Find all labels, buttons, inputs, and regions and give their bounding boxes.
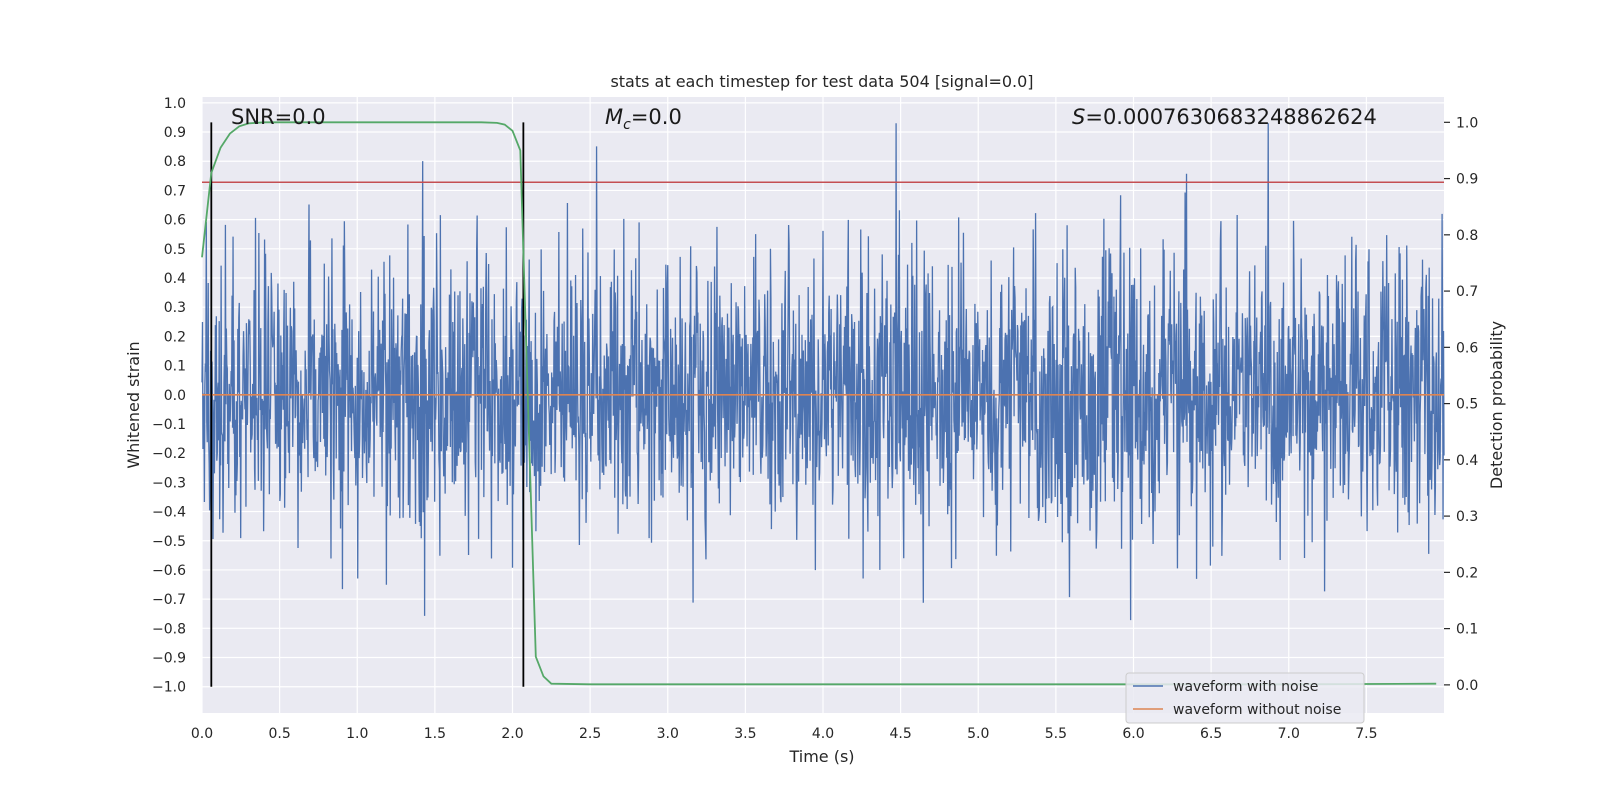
plot-area — [201, 97, 1445, 713]
mc-symbol: M — [605, 105, 623, 129]
x-tick-label: 4.0 — [812, 726, 834, 742]
x-tick-label: 2.0 — [501, 726, 523, 742]
x-tick-label: 5.5 — [1045, 726, 1067, 742]
mc-subscript: c — [623, 117, 631, 133]
s-value: =0.0007630683248862624 — [1085, 105, 1377, 129]
y-tick-label: 0.6 — [164, 213, 186, 229]
x-tick-label: 0.0 — [191, 726, 213, 742]
y-right-tick-label: 0.9 — [1456, 172, 1478, 188]
y-tick-label: −0.3 — [152, 475, 186, 491]
x-tick-label: 7.5 — [1355, 726, 1377, 742]
y-tick-label: 0.9 — [164, 125, 186, 141]
y-right-tick-label: 0.8 — [1456, 228, 1478, 244]
x-tick-label: 6.0 — [1122, 726, 1144, 742]
y-right-axis-label: Detection probability — [1487, 321, 1506, 489]
legend-box — [1125, 672, 1365, 724]
y-axis-ticks: 1.0 0.9 0.8 0.7 0.6 0.5 0.4 0.3 0.2 0.1 0.0 −0.1 −0.… — [152, 96, 186, 696]
x-tick-label: 4.5 — [889, 726, 911, 742]
y-tick-label: 0.0 — [164, 388, 186, 404]
snr-annotation: SNR=0.0 — [231, 105, 326, 129]
x-tick-label: 3.0 — [657, 726, 679, 742]
y-right-tick-label: 1.0 — [1456, 115, 1478, 131]
y-right-tick-label: 0.4 — [1456, 453, 1478, 469]
x-tick-label: 3.5 — [734, 726, 756, 742]
x-tick-label: 2.5 — [579, 726, 601, 742]
y-tick-label: 1.0 — [164, 96, 186, 112]
y-tick-label: −0.7 — [152, 592, 186, 608]
y-tick-label: −0.1 — [152, 417, 186, 433]
legend-label-with-noise: waveform with noise — [1173, 679, 1318, 695]
y-tick-label: 0.3 — [164, 300, 186, 316]
y-tick-label: 0.1 — [164, 359, 186, 375]
y-tick-label: 0.7 — [164, 183, 186, 199]
mc-value: =0.0 — [631, 105, 682, 129]
y-tick-label: −0.4 — [152, 505, 186, 521]
y-tick-label: −1.0 — [152, 680, 186, 696]
y-tick-label: −0.9 — [152, 651, 186, 667]
y-tick-label: 0.5 — [164, 242, 186, 258]
legend-label-without-noise: waveform without noise — [1173, 702, 1341, 718]
marker-lines — [210, 122, 525, 687]
y-right-tick-label: 0.6 — [1456, 340, 1478, 356]
x-tick-label: 0.5 — [268, 726, 290, 742]
series-detection-probability — [201, 121, 1437, 686]
mc-annotation: Mc=0.0 — [605, 105, 682, 133]
y-right-tick-label: 0.1 — [1456, 622, 1478, 638]
chart-title: stats at each timestep for test data 504… — [610, 72, 1033, 91]
y-tick-label: −0.8 — [152, 621, 186, 637]
y-tick-label: 0.2 — [164, 329, 186, 345]
y-axis-label: Whitened strain — [124, 341, 143, 468]
x-tick-label: 6.5 — [1200, 726, 1222, 742]
y-tick-label: −0.5 — [152, 534, 186, 550]
legend: waveform with noise waveform without noi… — [1125, 672, 1365, 724]
x-tick-label: 5.0 — [967, 726, 989, 742]
y-right-tick-label: 0.7 — [1456, 284, 1478, 300]
s-symbol: S — [1072, 105, 1085, 129]
x-axis-label: Time (s) — [788, 747, 854, 766]
noise-trace — [201, 123, 1445, 621]
y-right-tick-label: 0.0 — [1456, 678, 1478, 694]
series-waveform-with-noise — [201, 123, 1445, 621]
y-tick-label: 0.4 — [164, 271, 186, 287]
y-right-tick-label: 0.3 — [1456, 509, 1478, 525]
y-tick-label: −0.6 — [152, 563, 186, 579]
y-right-tick-label: 0.5 — [1456, 397, 1478, 413]
x-tick-label: 1.5 — [424, 726, 446, 742]
s-annotation: S=0.0007630683248862624 — [1072, 105, 1377, 129]
x-axis-ticks: 0.0 0.5 1.0 1.5 2.0 2.5 3.0 3.5 4.0 4.5 5.0 5.5 6.0 6… — [191, 726, 1378, 742]
y-tick-label: −0.2 — [152, 446, 186, 462]
y-right-tick-label: 0.2 — [1456, 565, 1478, 581]
y-tick-label: 0.8 — [164, 154, 186, 170]
x-tick-label: 7.0 — [1278, 726, 1300, 742]
x-tick-label: 1.0 — [346, 726, 368, 742]
y-right-axis-ticks: 1.0 0.9 0.8 0.7 0.6 0.5 0.4 0.3 0.2 0.1 0.0 — [1444, 115, 1478, 694]
